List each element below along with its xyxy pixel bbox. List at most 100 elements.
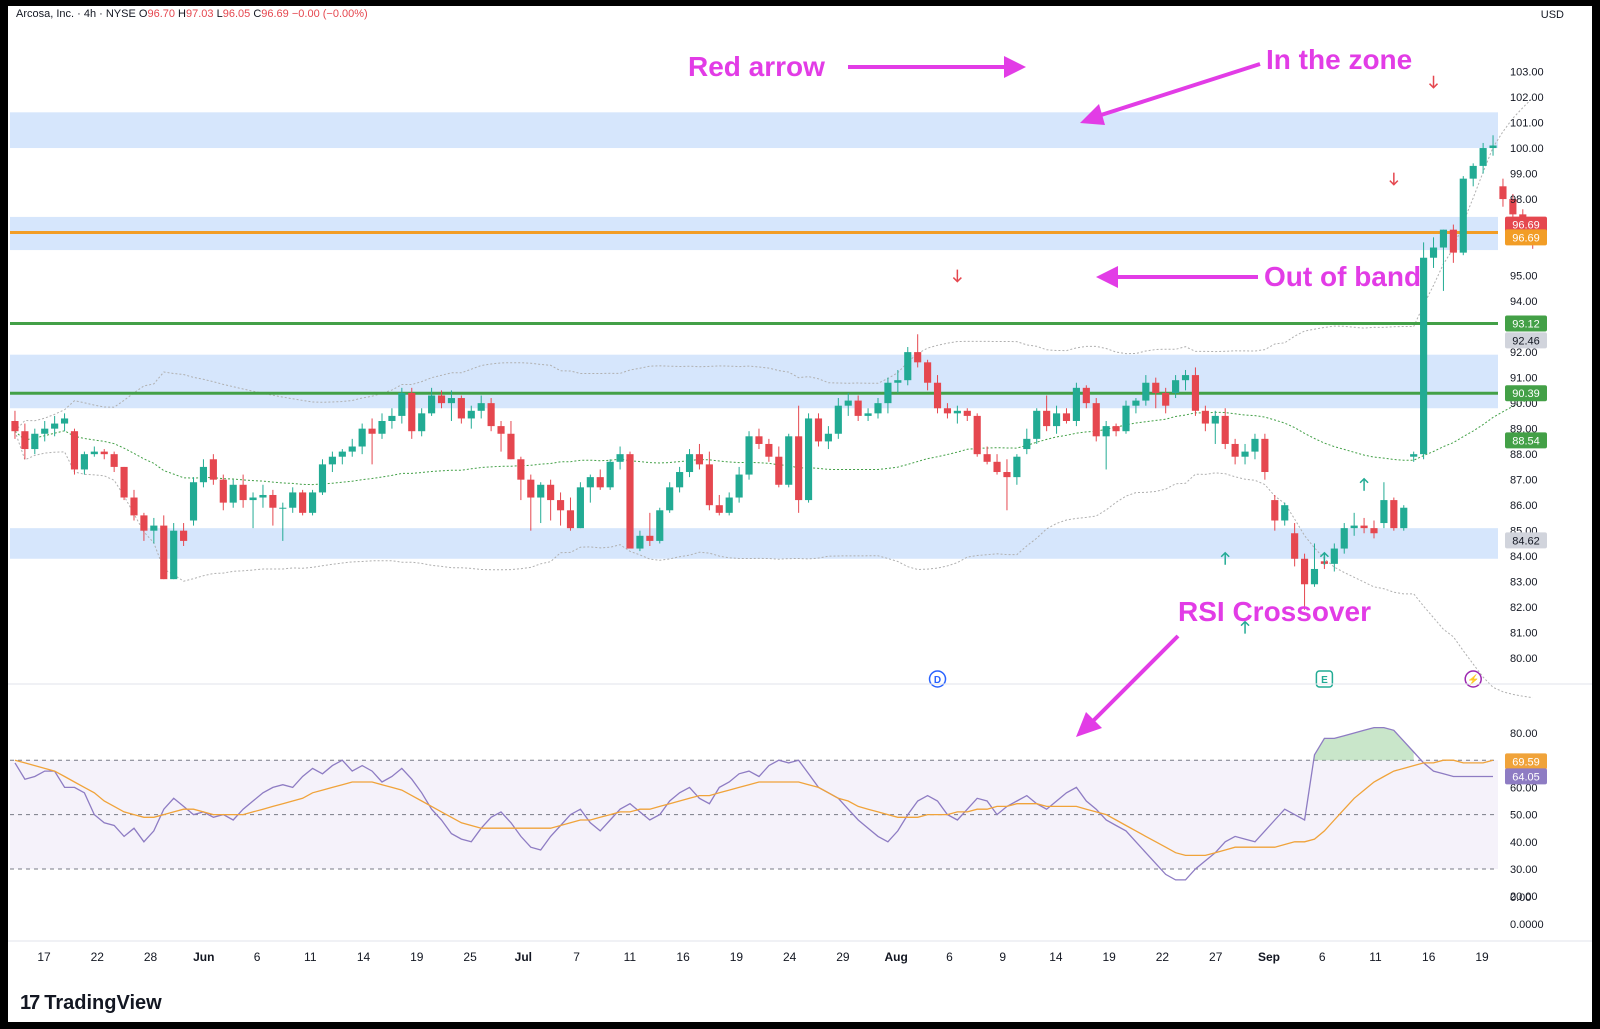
price-tick-label: 82.00 [1510, 602, 1538, 614]
ohlc-open-value: 96.70 [147, 8, 175, 20]
price-tick-label: 84.00 [1510, 551, 1538, 563]
candle-body [973, 415, 981, 455]
currency-label[interactable]: USD [1540, 9, 1564, 21]
rsi-tick-label: 50.00 [1510, 810, 1538, 822]
candle-body [1181, 375, 1190, 381]
candle-body [418, 413, 426, 432]
candle-body [467, 410, 475, 419]
candle-body [408, 392, 416, 432]
candle-body [1251, 438, 1259, 452]
candle-body [51, 423, 59, 429]
time-tick-label: Sep [1258, 950, 1280, 964]
candle-body [1241, 451, 1249, 457]
candle-body [775, 456, 783, 485]
time-tick-label: 29 [836, 950, 850, 964]
candle-body [507, 433, 515, 460]
candle-body [308, 492, 317, 513]
candle-body [725, 497, 733, 513]
candle-body [80, 454, 88, 470]
price-badge: 90.39 [1505, 385, 1547, 402]
candle-body [1231, 443, 1239, 457]
time-tick-label: 16 [1422, 950, 1436, 964]
candle-body [1052, 413, 1061, 427]
annotation-out-of-band-text: Out of band [1264, 261, 1421, 292]
price-tick-label: 99.00 [1510, 169, 1538, 181]
rsi-tick-label: 30.00 [1510, 864, 1538, 876]
time-tick-label: 11 [1369, 950, 1382, 964]
event-marker-split-icon[interactable]: ⚡ [1464, 670, 1482, 688]
horizontal-lines-layer [10, 230, 1498, 395]
price-tick-label: 81.00 [1510, 628, 1538, 640]
candle-body [299, 492, 307, 513]
candle-body [616, 454, 624, 462]
candle-body [1390, 500, 1398, 529]
candle-body [1380, 500, 1388, 524]
price-badge: 96.69 [1505, 229, 1547, 246]
svg-text:E: E [1321, 675, 1328, 686]
bollinger-bands-layer [14, 97, 1534, 699]
candle-body [398, 392, 406, 416]
candle-body [636, 535, 644, 549]
event-marker-dividend-icon[interactable]: D [928, 670, 947, 688]
price-badge: 93.12 [1505, 315, 1547, 332]
candle-body [428, 395, 436, 414]
candle-body [745, 436, 753, 475]
time-tick-label: 27 [1209, 950, 1223, 964]
price-badge: 92.46 [1505, 332, 1547, 349]
candle-body [1360, 525, 1368, 529]
zone-band [10, 528, 1498, 559]
price-tick-label: 91.00 [1510, 373, 1538, 385]
time-axis: 17 22 28 Jun 6 11 14 19 25 Jul 7 11 16 19 24 29 Aug 6 9 14 1… [8, 940, 1592, 964]
time-tick-label: 14 [1049, 950, 1063, 964]
annotation-in-zone-text: In the zone [1266, 44, 1412, 75]
price-tick-label: 98.00 [1510, 194, 1538, 206]
candle-body [963, 410, 971, 416]
candle-body [547, 484, 555, 501]
candle-body [606, 461, 614, 488]
candle-body [517, 459, 525, 480]
candle-body [150, 525, 158, 531]
candle-body [904, 352, 912, 381]
candle-body [1013, 456, 1021, 478]
candle-body [1003, 472, 1011, 478]
rsi-line [14, 726, 1493, 881]
price-tick-label: 100.00 [1510, 143, 1544, 155]
price-tick-label: 80.00 [1510, 653, 1538, 665]
ohlc-close-value: 96.69 [261, 8, 289, 20]
svg-text:96.69: 96.69 [1512, 232, 1540, 244]
tradingview-logo[interactable]: 17 TradingView [20, 992, 162, 1015]
candle-body [249, 497, 257, 501]
candle-body [1162, 392, 1170, 406]
candle-body [1172, 380, 1180, 393]
svg-text:90.39: 90.39 [1512, 388, 1540, 400]
candle-body [199, 466, 208, 483]
chart-canvas[interactable]: DE⚡ 103.00102.00101.00100.0099.0098.0097… [8, 6, 1592, 1022]
candle-body [31, 433, 39, 450]
symbol-name: Arcosa, Inc. · 4h · NYSE [16, 8, 136, 20]
candle-body [1142, 382, 1150, 401]
time-tick-label: 11 [624, 950, 637, 964]
svg-text:64.05: 64.05 [1512, 771, 1540, 783]
rsi-tick-label: 40.00 [1510, 837, 1538, 849]
candle-body [1043, 410, 1051, 427]
candle-body [1201, 410, 1209, 424]
signals-layer [952, 75, 1439, 634]
candle-body [576, 487, 584, 529]
candle-body [1469, 165, 1477, 179]
candle-body [785, 436, 793, 485]
event-marker-earnings-icon[interactable]: E [1315, 670, 1334, 688]
sell-arrow-icon [1389, 172, 1399, 186]
candle-body [348, 446, 356, 452]
candle-body [755, 436, 763, 444]
price-badge: 84.62 [1505, 532, 1547, 549]
candle-body [1062, 413, 1071, 421]
candle-body [527, 479, 535, 498]
candle-body [338, 451, 346, 457]
candle-body [1439, 229, 1448, 248]
price-axis: 103.00102.00101.00100.0099.0098.0097.009… [1505, 67, 1547, 931]
candle-body [1261, 438, 1269, 473]
time-tick-label: Aug [884, 950, 907, 964]
candle-body [1281, 505, 1289, 521]
candle-body [289, 492, 297, 508]
candle-body [676, 472, 684, 488]
